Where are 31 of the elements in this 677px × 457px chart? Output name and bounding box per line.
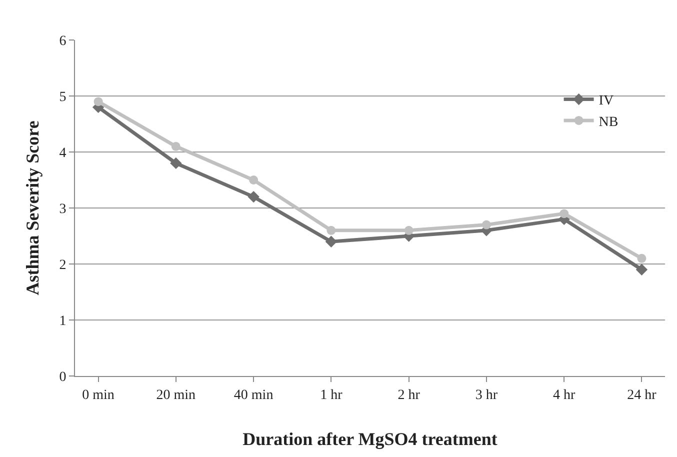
x-tick-label: 4 hr	[552, 388, 576, 403]
point	[637, 254, 646, 263]
y-tick-label: 3	[59, 202, 66, 217]
x-tick-label: 1 hr	[320, 388, 343, 403]
x-tick-label: 24 hr	[627, 388, 657, 403]
point	[248, 190, 260, 203]
x-tick-label: 3 hr	[475, 388, 498, 403]
y-tick-label: 5	[59, 90, 66, 105]
point	[171, 142, 180, 151]
point	[325, 236, 338, 248]
y-tick-label: 0	[59, 370, 66, 385]
point	[404, 226, 414, 235]
y-tick-label: 1	[59, 314, 66, 329]
point	[249, 176, 258, 184]
x-tick-label: 20 min	[156, 388, 196, 403]
y-axis-title: Asthma Severity Score	[22, 120, 42, 296]
y-tick-label: 6	[59, 34, 66, 49]
y-tick-label: 4	[59, 146, 66, 161]
x-tick-label: 0 min	[82, 388, 114, 403]
point	[560, 209, 569, 218]
y-tick-label: 2	[59, 258, 66, 273]
point	[326, 226, 336, 235]
point	[94, 97, 103, 106]
legend-label: IV	[598, 94, 614, 109]
point	[636, 264, 648, 276]
x-axis-title: Duration after MgSO4 treatment	[242, 428, 498, 449]
x-tick-label: 2 hr	[398, 388, 420, 403]
point	[482, 220, 491, 230]
legend-label: NB	[598, 114, 618, 130]
point	[170, 157, 182, 170]
x-tick-label: 40 min	[234, 388, 274, 403]
